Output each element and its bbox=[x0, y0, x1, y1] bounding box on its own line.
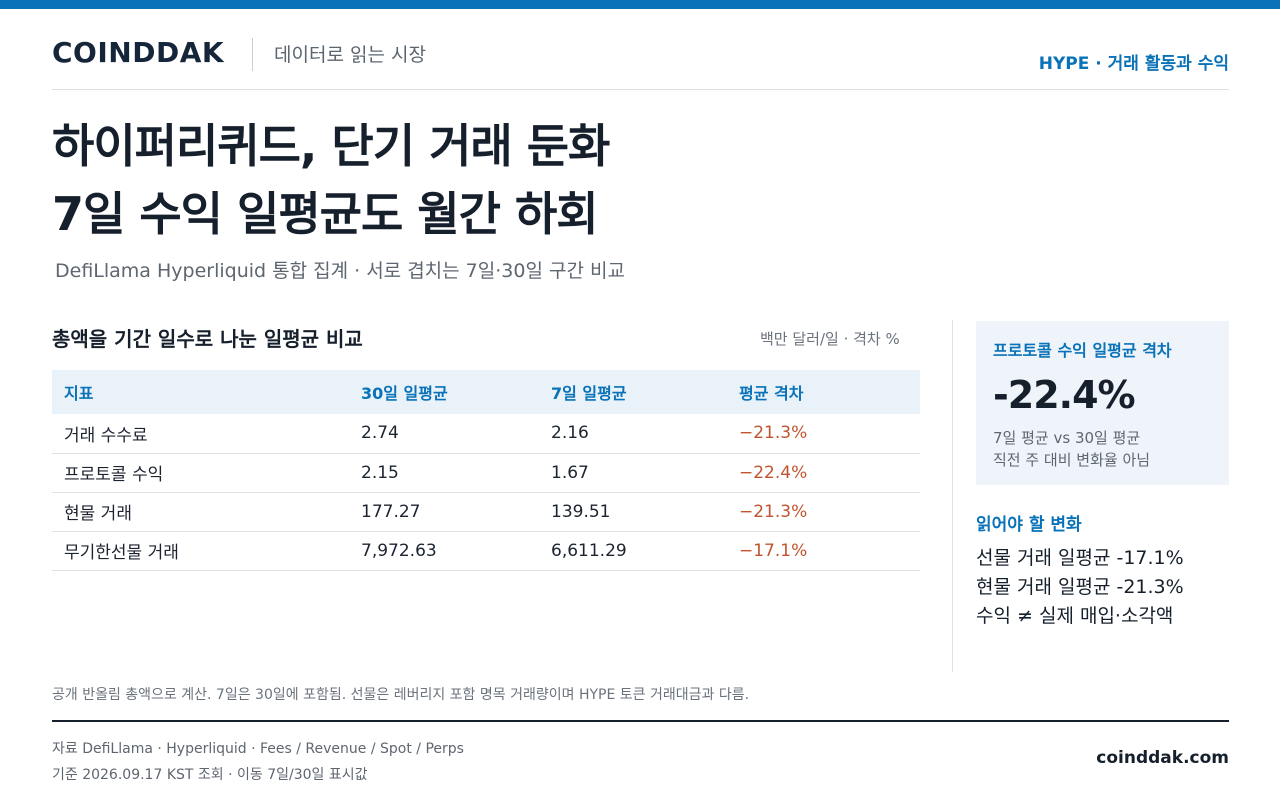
section-tag[interactable]: HYPE · 거래 활동과 수익 bbox=[1038, 54, 1229, 74]
cell-30d: 2.74 bbox=[349, 414, 539, 454]
changes-list: 선물 거래 일평균 -17.1% 현물 거래 일평균 -21.3% 수익 ≠ 실… bbox=[976, 544, 1184, 631]
source-info: 자료 DefiLlama · Hyperliquid · Fees / Reve… bbox=[52, 736, 464, 788]
comparison-table: 지표 30일 일평균 7일 일평균 평균 격차 거래 수수료 2.74 2.16… bbox=[52, 370, 920, 571]
kpi-note: 7일 평균 vs 30일 평균 직전 주 대비 변화율 아님 bbox=[993, 427, 1212, 471]
title-line-1: 하이퍼리퀴드, 단기 거래 둔화 bbox=[52, 119, 610, 173]
brand-divider bbox=[252, 38, 253, 71]
cell-7d: 139.51 bbox=[539, 492, 727, 532]
subtitle: DefiLlama Hyperliquid 통합 집계 · 서로 겹치는 7일·… bbox=[55, 260, 625, 282]
cell-gap: −17.1% bbox=[727, 531, 920, 571]
cell-7d: 1.67 bbox=[539, 453, 727, 493]
footnote: 공개 반올림 총액으로 계산. 7일은 30일에 포함됨. 선물은 레버리지 포… bbox=[52, 687, 750, 703]
column-divider bbox=[952, 320, 953, 672]
cell-7d: 6,611.29 bbox=[539, 531, 727, 571]
table-header-row: 지표 30일 일평균 7일 일평균 평균 격차 bbox=[52, 370, 920, 414]
cell-30d: 7,972.63 bbox=[349, 531, 539, 571]
top-accent-bar bbox=[0, 0, 1280, 9]
footer-divider bbox=[52, 720, 1229, 722]
table-unit: 백만 달러/일 · 격차 % bbox=[760, 330, 900, 348]
brand-tagline: 데이터로 읽는 시장 bbox=[274, 44, 426, 66]
kpi-label: 프로토콜 수익 일평균 격차 bbox=[993, 341, 1172, 360]
site-link[interactable]: coinddak.com bbox=[1096, 748, 1229, 768]
changes-title: 읽어야 할 변화 bbox=[976, 515, 1082, 535]
header: COINDDAK 데이터로 읽는 시장 HYPE · 거래 활동과 수익 bbox=[52, 30, 1229, 90]
kpi-note-line-2: 직전 주 대비 변화율 아님 bbox=[993, 451, 1151, 469]
table-row: 무기한선물 거래 7,972.63 6,611.29 −17.1% bbox=[52, 531, 920, 571]
page-title: 하이퍼리퀴드, 단기 거래 둔화 7일 수익 일평균도 월간 하회 bbox=[52, 112, 952, 248]
cell-metric: 무기한선물 거래 bbox=[52, 531, 349, 571]
brand-logo[interactable]: COINDDAK bbox=[52, 36, 225, 69]
cell-7d: 2.16 bbox=[539, 414, 727, 454]
column-header-gap: 평균 격차 bbox=[727, 370, 920, 414]
cell-gap: −21.3% bbox=[727, 492, 920, 532]
cell-metric: 프로토콜 수익 bbox=[52, 453, 349, 493]
cell-30d: 177.27 bbox=[349, 492, 539, 532]
list-item: 수익 ≠ 실제 매입·소각액 bbox=[976, 605, 1174, 627]
table-row: 현물 거래 177.27 139.51 −21.3% bbox=[52, 492, 920, 532]
cell-30d: 2.15 bbox=[349, 453, 539, 493]
list-item: 선물 거래 일평균 -17.1% bbox=[976, 547, 1184, 569]
list-item: 현물 거래 일평균 -21.3% bbox=[976, 576, 1184, 598]
kpi-value: -22.4% bbox=[993, 373, 1136, 417]
kpi-card: 프로토콜 수익 일평균 격차 -22.4% 7일 평균 vs 30일 평균 직전… bbox=[976, 321, 1229, 485]
cell-metric: 현물 거래 bbox=[52, 492, 349, 532]
table-row: 프로토콜 수익 2.15 1.67 −22.4% bbox=[52, 453, 920, 493]
cell-gap: −22.4% bbox=[727, 453, 920, 493]
column-header-30d: 30일 일평균 bbox=[349, 370, 539, 414]
title-line-2: 7일 수익 일평균도 월간 하회 bbox=[52, 187, 599, 241]
reference-line: 기준 2026.09.17 KST 조회 · 이동 7일/30일 표시값 bbox=[52, 767, 368, 783]
column-header-7d: 7일 일평균 bbox=[539, 370, 727, 414]
cell-gap: −21.3% bbox=[727, 414, 920, 454]
table-title: 총액을 기간 일수로 나눈 일평균 비교 bbox=[52, 327, 363, 351]
column-header-metric: 지표 bbox=[52, 370, 349, 414]
cell-metric: 거래 수수료 bbox=[52, 414, 349, 454]
kpi-note-line-1: 7일 평균 vs 30일 평균 bbox=[993, 429, 1141, 447]
table-row: 거래 수수료 2.74 2.16 −21.3% bbox=[52, 414, 920, 454]
source-line: 자료 DefiLlama · Hyperliquid · Fees / Reve… bbox=[52, 741, 464, 757]
